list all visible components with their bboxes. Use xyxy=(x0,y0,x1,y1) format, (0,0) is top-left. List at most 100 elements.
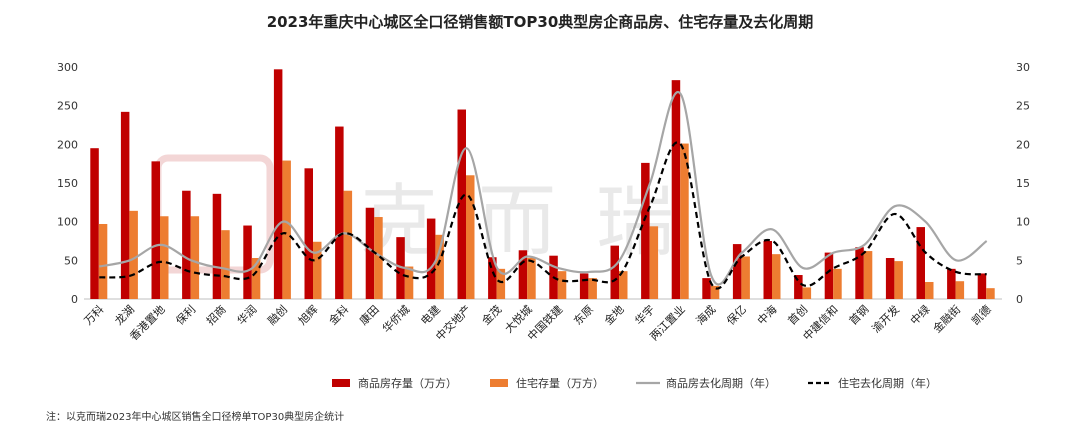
category-label: 万科 xyxy=(81,302,106,327)
bar-commercial-inventory xyxy=(885,258,895,299)
left-axis-tick-label: 150 xyxy=(57,177,78,190)
bar-commercial-inventory xyxy=(763,241,772,299)
bar-residential-inventory xyxy=(986,288,995,299)
category-label: 首钢 xyxy=(846,302,871,327)
category-label: 保亿 xyxy=(724,302,749,327)
bar-commercial-inventory xyxy=(120,111,130,299)
bar-residential-inventory xyxy=(925,281,934,299)
footnote: 注：以克而瑞2023年中心城区销售全口径榜单TOP30典型房企统计 xyxy=(46,410,344,423)
watermark-text: 克而瑞 xyxy=(360,177,714,267)
category-label: 金茂 xyxy=(479,302,504,327)
bar-residential-inventory xyxy=(588,278,597,299)
bar-residential-inventory xyxy=(894,261,903,299)
bar-residential-inventory xyxy=(404,266,414,299)
bar-commercial-inventory xyxy=(947,268,956,299)
bar-residential-inventory xyxy=(282,160,291,299)
bar-commercial-inventory xyxy=(641,162,650,299)
line-commercial-destock-cycle xyxy=(99,90,988,286)
right-axis-tick-label: 0 xyxy=(1016,293,1023,306)
category-label: 旭辉 xyxy=(295,302,320,327)
category-label: 康田 xyxy=(356,302,381,327)
left-axis-tick-label: 0 xyxy=(71,293,78,306)
bar-commercial-inventory xyxy=(518,250,528,299)
category-label: 金地 xyxy=(601,302,626,327)
bar-residential-inventory xyxy=(710,285,720,299)
bar-residential-inventory xyxy=(833,268,842,299)
legend-label: 商品房存量（万方） xyxy=(358,376,457,390)
bar-commercial-inventory xyxy=(182,190,191,299)
bar-residential-inventory xyxy=(190,216,200,299)
category-label: 招商 xyxy=(203,302,228,327)
category-label: 首创 xyxy=(785,302,810,327)
category-label: 海成 xyxy=(693,302,718,327)
bar-commercial-inventory xyxy=(794,275,803,299)
left-axis-tick-label: 100 xyxy=(57,216,78,229)
bar-commercial-inventory xyxy=(702,278,711,299)
bar-residential-inventory xyxy=(557,271,567,299)
bar-residential-inventory xyxy=(98,223,108,299)
bar-residential-inventory xyxy=(343,190,353,299)
bar-commercial-inventory xyxy=(273,69,283,299)
category-label: 保利 xyxy=(173,302,198,327)
bar-commercial-inventory xyxy=(579,273,589,299)
right-axis-tick-label: 25 xyxy=(1016,100,1030,113)
category-label: 华侨城 xyxy=(379,302,412,335)
legend-swatch xyxy=(332,379,350,387)
left-axis-tick-label: 50 xyxy=(64,254,78,267)
category-label: 凯德 xyxy=(968,302,993,327)
legend-label: 商品房去化周期（年） xyxy=(666,376,776,390)
bar-residential-inventory xyxy=(435,234,444,299)
bar-residential-inventory xyxy=(251,258,261,299)
bar-commercial-inventory xyxy=(855,247,864,299)
bar-commercial-inventory xyxy=(671,80,681,300)
bar-residential-inventory xyxy=(955,281,965,299)
bar-residential-inventory xyxy=(802,287,812,299)
bar-commercial-inventory xyxy=(610,245,619,299)
legend: 商品房存量（万方） 住宅存量（万方） 商品房去化周期（年） 住宅去化周期（年） xyxy=(332,376,937,390)
category-label: 渝开发 xyxy=(869,302,902,335)
bar-commercial-inventory xyxy=(365,207,375,299)
bar-residential-inventory xyxy=(772,254,781,299)
bar-commercial-inventory xyxy=(212,193,222,299)
bar-residential-inventory xyxy=(160,216,169,299)
bar-commercial-inventory xyxy=(243,225,252,299)
bar-commercial-inventory xyxy=(488,257,497,299)
right-axis-tick-label: 15 xyxy=(1016,177,1030,190)
chart-title: 2023年重庆中心城区全口径销售额TOP30典型房企商品房、住宅存量及去化周期 xyxy=(267,13,814,31)
legend-swatch xyxy=(490,379,508,387)
bar-commercial-inventory xyxy=(824,252,834,299)
bar-commercial-inventory xyxy=(426,218,436,299)
bar-commercial-inventory xyxy=(304,168,313,299)
bar-residential-inventory xyxy=(313,241,322,299)
right-axis-tick-label: 10 xyxy=(1016,216,1030,229)
category-label: 龙湖 xyxy=(112,303,137,328)
bar-commercial-inventory xyxy=(151,161,160,299)
bar-commercial-inventory xyxy=(977,273,987,299)
bar-commercial-inventory xyxy=(335,126,344,299)
right-axis-tick-label: 30 xyxy=(1016,61,1030,74)
bar-residential-inventory xyxy=(129,210,138,299)
bar-residential-inventory xyxy=(496,268,506,299)
right-axis-tick-label: 20 xyxy=(1016,138,1030,151)
left-axis-tick-label: 200 xyxy=(57,138,78,151)
right-axis-tick-label: 5 xyxy=(1016,254,1023,267)
left-axis-tick-label: 250 xyxy=(57,100,78,113)
category-label: 电建 xyxy=(418,302,443,327)
bar-residential-inventory xyxy=(680,143,689,299)
bar-commercial-inventory xyxy=(916,227,925,299)
bar-commercial-inventory xyxy=(90,148,99,299)
bar-commercial-inventory xyxy=(396,237,405,299)
bar-residential-inventory xyxy=(741,256,750,299)
category-label: 金融街 xyxy=(930,302,963,335)
category-label: 中海 xyxy=(754,302,779,327)
bar-residential-inventory xyxy=(619,271,628,299)
bar-residential-inventory xyxy=(863,251,873,299)
category-label: 中绿 xyxy=(907,302,932,327)
category-label: 东原 xyxy=(571,303,596,328)
category-label: 融创 xyxy=(265,303,290,328)
legend-label: 住宅存量（万方） xyxy=(516,376,604,390)
category-label: 华宇 xyxy=(632,302,657,327)
bar-residential-inventory xyxy=(649,226,659,299)
